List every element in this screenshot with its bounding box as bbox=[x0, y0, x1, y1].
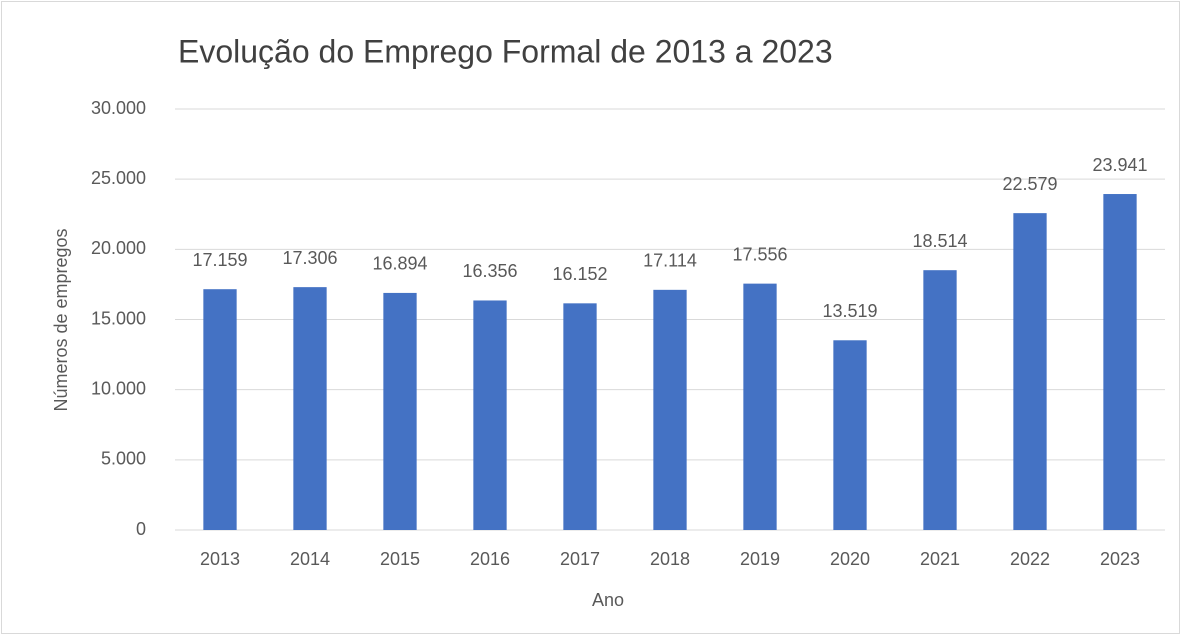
x-tick-label: 2023 bbox=[1100, 549, 1140, 569]
y-tick-label: 30.000 bbox=[91, 98, 146, 118]
x-tick-label: 2014 bbox=[290, 549, 330, 569]
x-tick-label: 2015 bbox=[380, 549, 420, 569]
y-tick-label: 20.000 bbox=[91, 238, 146, 258]
value-label: 16.356 bbox=[462, 261, 517, 281]
x-tick-label: 2016 bbox=[470, 549, 510, 569]
x-tick-label: 2013 bbox=[200, 549, 240, 569]
value-label: 16.152 bbox=[552, 264, 607, 284]
x-tick-label: 2019 bbox=[740, 549, 780, 569]
value-label: 17.306 bbox=[282, 248, 337, 268]
x-tick-label: 2020 bbox=[830, 549, 870, 569]
x-tick-label: 2018 bbox=[650, 549, 690, 569]
value-label: 13.519 bbox=[822, 301, 877, 321]
bar bbox=[563, 303, 597, 530]
value-label: 16.894 bbox=[372, 254, 427, 274]
y-tick-label: 25.000 bbox=[91, 168, 146, 188]
bar bbox=[1013, 213, 1047, 531]
y-axis-label: Números de empregos bbox=[51, 228, 71, 411]
bar bbox=[653, 289, 687, 530]
bar bbox=[473, 300, 507, 530]
value-label: 17.159 bbox=[192, 250, 247, 270]
y-tick-label: 15.000 bbox=[91, 308, 146, 328]
y-tick-label: 0 bbox=[136, 519, 146, 539]
bar bbox=[293, 287, 327, 530]
bar bbox=[923, 270, 957, 530]
value-label: 17.556 bbox=[732, 244, 787, 264]
value-label: 22.579 bbox=[1002, 174, 1057, 194]
bar bbox=[203, 289, 237, 530]
x-tick-label: 2021 bbox=[920, 549, 960, 569]
x-axis-label: Ano bbox=[592, 590, 624, 610]
bar bbox=[383, 292, 417, 530]
y-tick-label: 10.000 bbox=[91, 378, 146, 398]
x-tick-label: 2022 bbox=[1010, 549, 1050, 569]
y-tick-label: 5.000 bbox=[101, 449, 146, 469]
value-label: 18.514 bbox=[912, 231, 967, 251]
bar bbox=[1103, 194, 1137, 531]
bar bbox=[833, 340, 867, 530]
x-tick-label: 2017 bbox=[560, 549, 600, 569]
bar bbox=[743, 283, 777, 530]
chart-title: Evolução do Emprego Formal de 2013 a 202… bbox=[178, 33, 833, 69]
value-label: 23.941 bbox=[1092, 155, 1147, 175]
value-label: 17.114 bbox=[643, 251, 697, 271]
